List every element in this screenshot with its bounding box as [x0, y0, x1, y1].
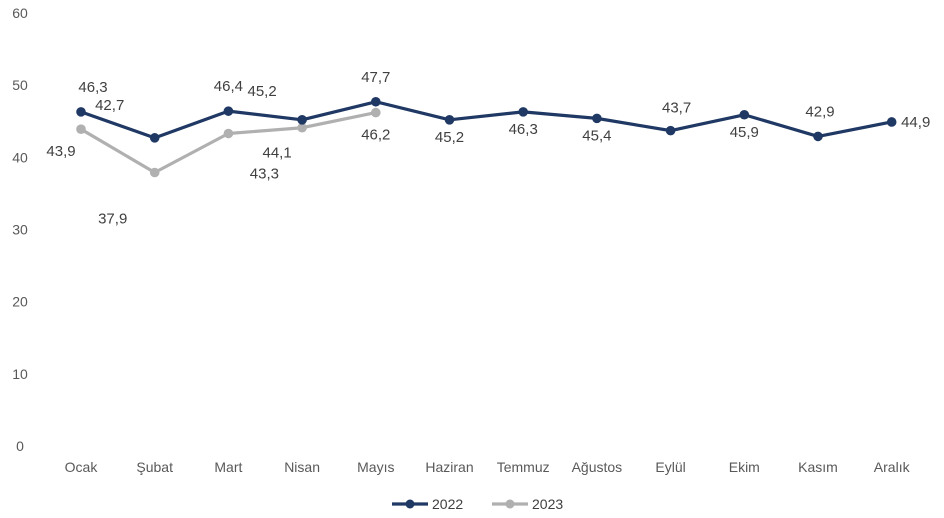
- x-tick-label: Ağustos: [572, 459, 623, 475]
- x-axis-ticks: Ocak Şubat Mart Nisan Mayıs Haziran Temmuz Ağus…: [65, 459, 911, 475]
- data-label-2023: 43,3: [250, 166, 279, 183]
- data-label-2022: 45,4: [582, 127, 611, 144]
- data-point-2022: [297, 115, 307, 125]
- x-tick-label: Mart: [214, 459, 242, 475]
- y-tick-label: 50: [12, 77, 28, 93]
- x-tick-label: Aralık: [874, 459, 911, 475]
- data-point-2022: [518, 107, 528, 117]
- x-tick-label: Eylül: [655, 459, 685, 475]
- data-point-2022: [223, 106, 234, 116]
- series-line-2023: [80, 111, 377, 175]
- y-tick-label: 60: [12, 5, 28, 21]
- data-label-2022: 46,4: [214, 78, 243, 95]
- data-point-2022: [149, 133, 160, 143]
- legend-label-2023: 2023: [532, 496, 563, 512]
- x-tick-label: Temmuz: [497, 459, 550, 475]
- data-point-2022: [813, 131, 823, 142]
- data-point-2023: [371, 107, 381, 118]
- y-tick-label: 20: [12, 294, 28, 310]
- data-label-2022: 46,3: [78, 79, 107, 96]
- data-label-2022: 44,9: [901, 114, 930, 131]
- data-point-2023: [149, 167, 160, 178]
- data-label-2023: 43,9: [46, 143, 75, 160]
- data-label-2022: 46,3: [509, 121, 538, 138]
- data-point-2023: [76, 124, 86, 134]
- x-tick-label: Ekim: [729, 459, 760, 475]
- data-point-2022: [371, 96, 381, 107]
- data-point-2022: [665, 125, 676, 136]
- data-point-2022: [76, 107, 86, 117]
- legend: 2022 2023: [392, 496, 563, 512]
- x-tick-label: Ocak: [65, 459, 99, 475]
- data-point-2022: [444, 115, 455, 125]
- series-lines: [80, 100, 893, 175]
- data-label-2022: 43,7: [662, 100, 691, 117]
- legend-marker-2022: [405, 499, 415, 509]
- data-point-2022: [592, 113, 602, 124]
- y-tick-label: 30: [12, 222, 28, 238]
- data-labels: 46,342,746,4 45,247,745,2 46,3 45,443,745,9…: [46, 69, 930, 228]
- x-tick-label: Mayıs: [357, 459, 394, 475]
- data-label-2022: 45,9: [730, 124, 759, 141]
- y-tick-label: 40: [12, 149, 28, 165]
- legend-marker-2023: [505, 499, 515, 509]
- data-label-2022: 42,7: [95, 97, 124, 114]
- data-label-2022: 45,2: [435, 129, 464, 146]
- y-tick-label: 0: [16, 438, 24, 454]
- x-tick-label: Şubat: [136, 459, 173, 475]
- data-point-2023: [223, 128, 234, 139]
- data-point-2023: [297, 122, 307, 133]
- series-line-2022: [80, 100, 893, 140]
- y-tick-label: 10: [12, 366, 28, 382]
- data-label-2022: 45,2: [247, 83, 276, 100]
- legend-label-2022: 2022: [432, 496, 463, 512]
- x-tick-label: Nisan: [284, 459, 320, 475]
- data-label-2023: 46,2: [361, 127, 390, 144]
- data-point-2022: [886, 117, 897, 127]
- y-axis-ticks: 0 10 20 30 40 50 60: [12, 5, 28, 454]
- data-point-2022: [739, 109, 750, 120]
- series-points: [76, 96, 897, 178]
- data-label-2023: 37,9: [98, 210, 127, 227]
- data-label-2023: 44,1: [262, 145, 291, 162]
- data-label-2022: 47,7: [361, 69, 390, 86]
- data-label-2022: 42,9: [805, 103, 834, 120]
- x-tick-label: Haziran: [425, 459, 473, 475]
- x-tick-label: Kasım: [798, 459, 838, 475]
